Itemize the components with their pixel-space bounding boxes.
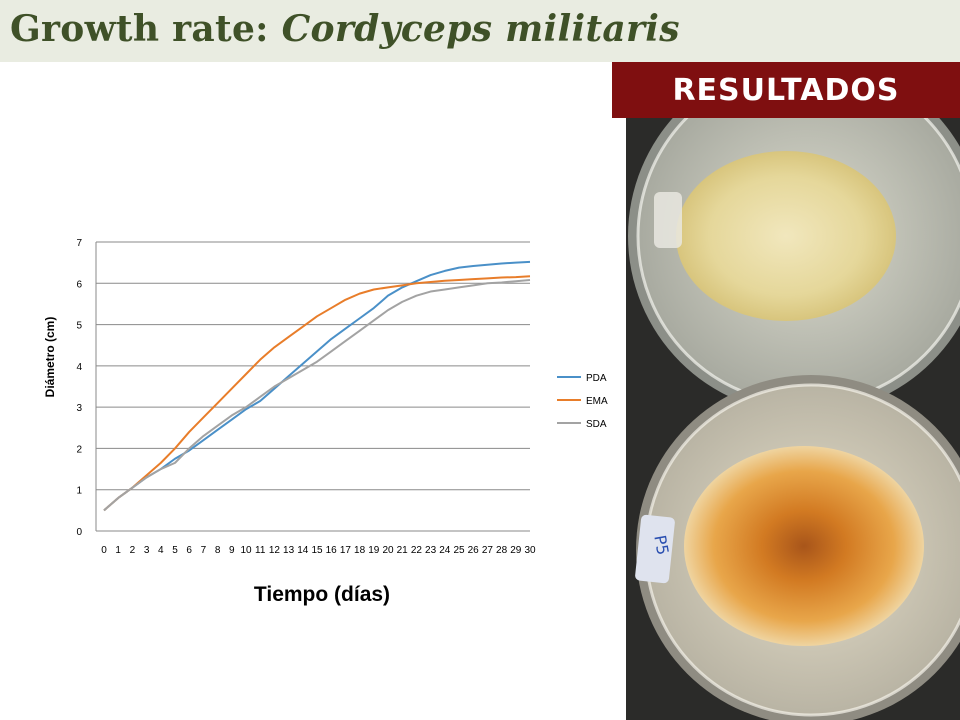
x-tick-label: 28 — [496, 545, 508, 556]
x-tick-label: 25 — [453, 545, 465, 556]
x-tick-label: 9 — [229, 545, 235, 556]
series-line-pda — [103, 260, 531, 512]
x-tick-label: 4 — [158, 545, 164, 556]
chart-legend: PDA EMA SDA — [557, 373, 608, 430]
legend-label-pda: PDA — [586, 373, 607, 384]
x-tick-label: 0 — [101, 545, 107, 556]
x-tick-label: 11 — [255, 545, 266, 556]
y-tick-label: 2 — [76, 444, 82, 455]
y-tick-label: 5 — [76, 321, 82, 332]
x-tick-label: 1 — [115, 545, 121, 556]
x-tick-label: 3 — [144, 545, 150, 556]
title-species: Cordyceps militaris — [281, 8, 680, 50]
x-axis-label: Tiempo (días) — [254, 583, 390, 606]
y-tick-label: 6 — [76, 279, 82, 290]
y-tick-label: 3 — [76, 403, 82, 414]
series-line-ema — [103, 275, 531, 512]
grid-layer — [96, 241, 530, 532]
x-tick-label: 22 — [411, 545, 423, 556]
x-tick-label: 24 — [439, 545, 451, 556]
x-tick-label: 13 — [283, 545, 295, 556]
series-layer — [103, 260, 531, 512]
y-tick-label: 0 — [76, 527, 82, 538]
x-tick-label: 2 — [130, 545, 136, 556]
x-tick-label: 27 — [482, 545, 494, 556]
x-tick-label: 14 — [297, 545, 309, 556]
x-tick-label: 12 — [269, 545, 281, 556]
x-tick-label: 8 — [215, 545, 221, 556]
x-tick-label: 29 — [510, 545, 522, 556]
plate-label: P5 — [650, 534, 672, 557]
x-tick-label: 17 — [340, 545, 352, 556]
title-prefix: Growth rate: — [10, 8, 269, 50]
y-tick-label: 4 — [76, 362, 82, 373]
x-tick-label: 7 — [201, 545, 207, 556]
x-tick-label: 5 — [172, 545, 178, 556]
title-band: Growth rate: Cordyceps militaris — [0, 0, 960, 62]
x-tick-label: 23 — [425, 545, 437, 556]
top-petri-dish — [628, 118, 960, 414]
x-tick-label: 21 — [397, 545, 409, 556]
x-tick-label: 20 — [382, 545, 394, 556]
page-title: Growth rate: Cordyceps militaris — [10, 8, 680, 50]
y-axis-label: Diámetro (cm) — [43, 317, 57, 398]
x-tick-label: 26 — [468, 545, 480, 556]
y-tick-label: 1 — [76, 486, 82, 497]
y-tick-label: 7 — [76, 238, 82, 249]
x-tick-label: 6 — [186, 545, 192, 556]
bottom-petri-dish: P5 — [635, 375, 960, 720]
x-tick-label: 18 — [354, 545, 366, 556]
legend-label-ema: EMA — [586, 396, 608, 407]
petri-dish-icon: P5 — [626, 118, 960, 720]
legend-label-sda: SDA — [586, 419, 607, 430]
series-line-sda — [103, 278, 531, 512]
x-tick-label: 15 — [311, 545, 323, 556]
petri-dish-photos: P5 — [626, 118, 960, 720]
x-tick-label: 16 — [326, 545, 338, 556]
x-tick-label: 19 — [368, 545, 380, 556]
x-tick-label: 30 — [524, 545, 536, 556]
results-banner: RESULTADOS — [612, 62, 960, 118]
x-tick-label: 10 — [240, 545, 252, 556]
